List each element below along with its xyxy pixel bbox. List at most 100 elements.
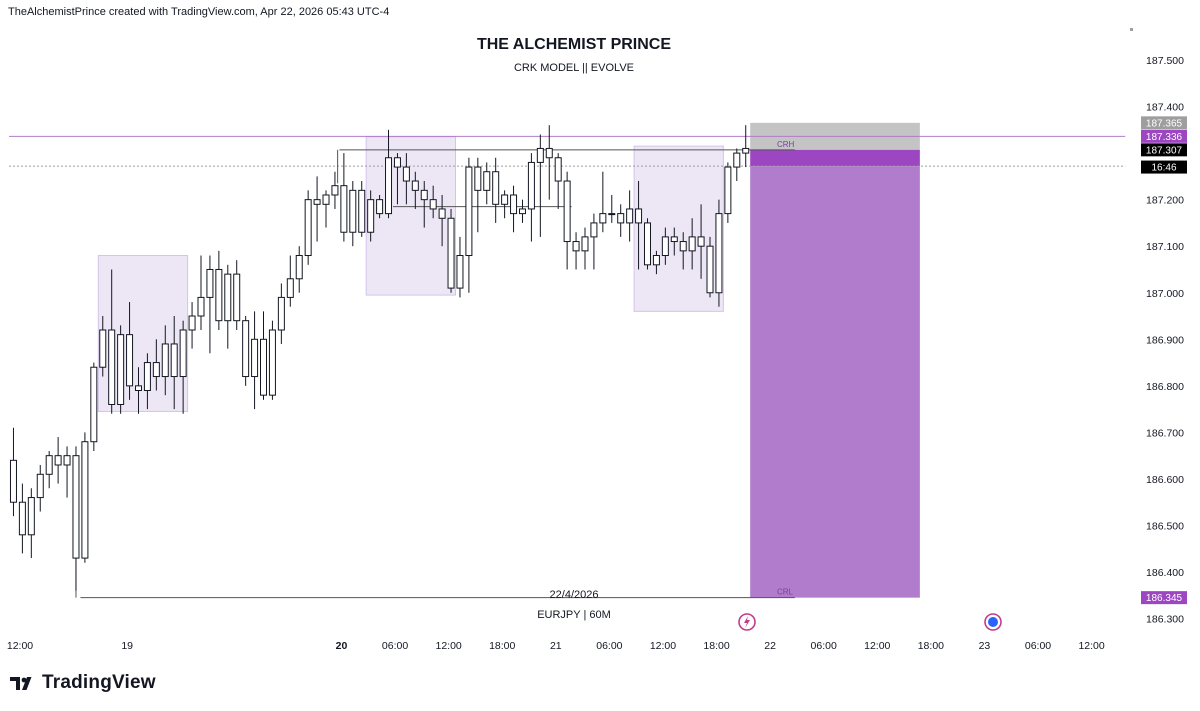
candle-body [608, 213, 616, 216]
price-badge-bg [1141, 143, 1187, 157]
candle-body [251, 338, 259, 378]
candle [527, 153, 535, 242]
candles-layer [9, 125, 750, 591]
candle [545, 125, 553, 200]
candle-body [438, 208, 446, 219]
candle-body [724, 166, 732, 215]
candle [420, 181, 428, 228]
x-tick-label: 12:00 [1078, 640, 1104, 652]
candle-body [268, 329, 276, 396]
candle-body [72, 455, 80, 559]
candle-body [117, 334, 125, 405]
globe-icon[interactable] [984, 613, 1002, 631]
price-badge-text: 187.336 [1146, 132, 1183, 143]
candle [590, 213, 598, 270]
candle-body [313, 199, 321, 205]
candle-body [27, 497, 35, 536]
price-badge: 16:46 [1141, 160, 1187, 174]
candle [108, 269, 116, 414]
candle-body [126, 334, 134, 387]
candle-body [545, 147, 553, 159]
candle-body [483, 171, 491, 191]
candle [313, 176, 321, 242]
candle-body [626, 208, 634, 224]
tradingview-brand[interactable]: TradingView [10, 672, 156, 694]
candle-body [447, 217, 455, 289]
candle [81, 432, 89, 563]
candle [670, 227, 678, 256]
candle-body [456, 255, 464, 289]
price-badge: 186.345 [1141, 591, 1187, 605]
lightning-icon[interactable] [738, 613, 756, 631]
candle [90, 362, 98, 452]
candle-body [501, 194, 509, 205]
candle-body [134, 385, 142, 392]
candle-body [99, 329, 107, 368]
x-tick-label: 18:00 [489, 640, 515, 652]
level-label-crl: CRL [777, 588, 794, 597]
candle-body [563, 180, 571, 243]
candle-body [536, 147, 544, 163]
candle [251, 311, 259, 410]
settings-corner-icon[interactable] [1130, 28, 1133, 31]
candle-body [554, 157, 562, 182]
price-badge-bg [1141, 129, 1187, 143]
position-layer[interactable] [750, 122, 920, 598]
candle-body [36, 473, 44, 499]
candle-body [420, 189, 428, 201]
candle [510, 185, 518, 233]
candle-body [670, 236, 678, 243]
candle [161, 325, 169, 396]
candle [643, 218, 651, 270]
x-tick-label: 06:00 [1025, 640, 1051, 652]
candle [197, 255, 205, 330]
candle [385, 129, 393, 219]
candle-body [590, 222, 598, 238]
candle-body [143, 362, 151, 392]
candle [233, 260, 241, 330]
candle-body [45, 455, 53, 475]
candle-body [260, 338, 268, 396]
candle [358, 181, 366, 237]
candle-body [54, 455, 62, 466]
candle [376, 194, 384, 219]
candle [402, 153, 410, 205]
candle-body [206, 268, 214, 298]
candle-body [340, 185, 348, 233]
x-tick-label: 06:00 [382, 640, 408, 652]
x-tick-label: 18:00 [703, 640, 729, 652]
y-tick-label: 187.500 [1146, 55, 1184, 67]
price-badge: 187.365 [1141, 116, 1187, 130]
y-tick-label: 186.700 [1146, 427, 1184, 439]
candle-body [63, 455, 71, 466]
candle-body [742, 147, 750, 154]
candle-body [599, 213, 607, 224]
candle-body [358, 189, 366, 233]
candle [626, 190, 634, 242]
candle-body [697, 236, 705, 247]
candle [706, 236, 714, 298]
tradingview-logo-icon [10, 677, 32, 690]
candle-body [581, 236, 589, 252]
chart-text-layer: THE ALCHEMIST PRINCE CRK MODEL || EVOLVE… [477, 36, 671, 621]
candle [447, 208, 455, 293]
candle [206, 255, 214, 354]
candle-body [215, 268, 223, 322]
brand-name: TradingView [42, 672, 156, 693]
y-tick-label: 186.800 [1146, 381, 1184, 393]
candle-body [152, 362, 160, 378]
candle-body [224, 273, 232, 322]
attribution-text: TheAlchemistPrince created with TradingV… [8, 6, 390, 18]
candle-body [304, 199, 312, 257]
y-tick-label: 186.900 [1146, 334, 1184, 346]
candle-body [492, 171, 500, 205]
candle [36, 464, 44, 512]
x-tick-label: 23 [979, 640, 991, 652]
time-axis[interactable]: 12:00 19 20 06:00 12:00 18:00 21 06:00 12:00 18:0… [7, 640, 1105, 652]
candle-body [322, 194, 330, 205]
price-axis[interactable]: 187.500 187.400 187.200 187.100 187.000 186.9… [1146, 55, 1184, 626]
candle-body [286, 278, 294, 298]
candle-body [170, 343, 178, 378]
